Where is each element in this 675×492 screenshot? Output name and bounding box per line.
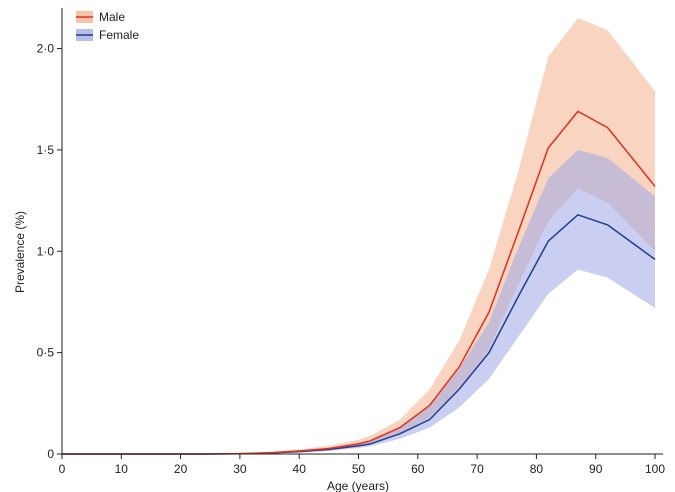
x-tick-label: 40 xyxy=(293,462,307,476)
x-tick-label: 50 xyxy=(352,462,366,476)
x-tick-label: 100 xyxy=(645,462,665,476)
x-tick-label: 70 xyxy=(470,462,484,476)
x-tick-label: 10 xyxy=(115,462,129,476)
x-tick-label: 80 xyxy=(530,462,544,476)
legend-label-female: Female xyxy=(99,28,139,42)
band-female xyxy=(62,149,655,454)
x-tick-label: 30 xyxy=(233,462,247,476)
legend-label-male: Male xyxy=(99,10,125,24)
y-tick-label: 1·5 xyxy=(37,143,55,157)
confidence-bands xyxy=(62,18,655,454)
legend: Male Female xyxy=(76,10,139,42)
x-tick-label: 20 xyxy=(174,462,188,476)
y-axis-title: Prevalence (%) xyxy=(13,211,27,293)
x-tick-label: 60 xyxy=(411,462,425,476)
y-tick-label: 2·0 xyxy=(37,42,55,56)
y-tick-label: 1·0 xyxy=(37,244,55,258)
y-tick-label: 0·5 xyxy=(37,346,55,360)
x-tick-label: 0 xyxy=(59,462,66,476)
y-tick-label: 0 xyxy=(47,447,54,461)
x-axis-title: Age (years) xyxy=(327,479,389,492)
x-tick-label: 90 xyxy=(589,462,603,476)
axes: 0 10 20 30 40 50 60 70 80 90 100 0 0·5 1·0 1·5 2·0 xyxy=(37,8,665,476)
